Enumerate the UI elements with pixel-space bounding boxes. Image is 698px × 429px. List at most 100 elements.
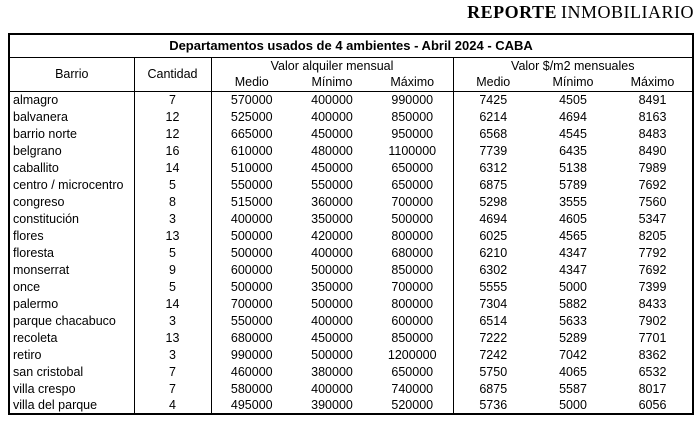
table-cell: 550000	[230, 177, 273, 192]
cell-barrio: belgrano	[9, 142, 135, 159]
cell-barrio: centro / microcentro	[9, 176, 135, 193]
table-cell: 800000	[372, 295, 454, 312]
table-cell: 7560	[638, 194, 667, 209]
cell-barrio: constitución	[9, 210, 135, 227]
table-cell: 700000	[372, 193, 454, 210]
table-cell: 570000	[230, 92, 273, 107]
table-cell: 7242	[479, 347, 508, 362]
table-cell: 5750	[479, 364, 508, 379]
table-cell: 850000	[372, 261, 454, 278]
table-cell: 6302	[479, 262, 508, 277]
table-row: centro / microcentro 5 550000 550000 650000 6…	[9, 176, 693, 193]
table-cell: 7425	[479, 92, 508, 107]
table-cell: 7902	[638, 313, 667, 328]
table-cell: 580000	[230, 381, 273, 396]
cell-barrio: recoleta	[9, 329, 135, 346]
table-row: palermo 14 700000 500000 800000 7304 5882 8433	[9, 295, 693, 312]
cell-barrio: villa crespo	[9, 380, 135, 397]
table-cell: 380000	[311, 364, 353, 379]
table-cell: 5298	[479, 194, 508, 209]
table-cell: 500000	[311, 296, 353, 311]
table-cell: 520000	[372, 397, 454, 414]
table-cell: 14	[134, 159, 212, 176]
table-cell: 420000	[311, 228, 353, 243]
table-row: monserrat 9 600000 500000 850000 6302 4347 7692	[9, 261, 693, 278]
table-cell: 5	[134, 176, 212, 193]
table-cell: 5347	[638, 211, 667, 226]
table-cell: 4565	[559, 228, 587, 243]
table-cell: 665000	[230, 126, 273, 141]
col-header-m2-medio: Medio	[453, 74, 533, 92]
table-cell: 8483	[638, 126, 667, 141]
table-row: barrio norte 12 665000 450000 950000 6568 4545…	[9, 125, 693, 142]
table-cell: 4694	[479, 211, 508, 226]
table-cell: 5736	[479, 398, 508, 412]
table-cell: 4605	[559, 211, 587, 226]
table-cell: 400000	[311, 245, 353, 260]
table-cell: 5138	[559, 160, 587, 175]
col-header-alquiler-maximo: Máximo	[372, 74, 454, 92]
table-cell: 5	[134, 278, 212, 295]
table-cell: 4	[134, 397, 212, 414]
table-cell: 800000	[372, 227, 454, 244]
table-cell: 400000	[311, 109, 353, 124]
cell-barrio: villa del parque	[9, 397, 135, 414]
table-cell: 600000	[230, 262, 273, 277]
table-cell: 510000	[230, 160, 273, 175]
table-cell: 700000	[230, 296, 273, 311]
table-cell: 5555	[479, 279, 508, 294]
table-cell: 7304	[479, 296, 508, 311]
table-cell: 450000	[311, 126, 353, 141]
table-cell: 8362	[638, 347, 667, 362]
cell-barrio: floresta	[9, 244, 135, 261]
table-cell: 7701	[638, 330, 667, 345]
table-cell: 400000	[311, 92, 353, 107]
table-cell: 700000	[372, 278, 454, 295]
table-cell: 16	[134, 142, 212, 159]
table-cell: 8433	[638, 296, 667, 311]
table-title: Departamentos usados de 4 ambientes - Ab…	[9, 34, 693, 58]
table-cell: 6025	[479, 228, 508, 243]
table-cell: 5	[134, 244, 212, 261]
table-cell: 7	[134, 91, 212, 108]
table-row: san cristobal 7 460000 380000 650000 5750 4065…	[9, 363, 693, 380]
table-cell: 5000	[559, 398, 587, 412]
table-cell: 500000	[230, 279, 273, 294]
table-cell: 500000	[230, 228, 273, 243]
table-cell: 6210	[479, 245, 508, 260]
table-cell: 7	[134, 380, 212, 397]
table-cell: 850000	[372, 329, 454, 346]
table-row: retiro 3 990000 500000 1200000 7242 7042 8362	[9, 346, 693, 363]
table-row: villa crespo 7 580000 400000 740000 6875 5587 8…	[9, 380, 693, 397]
table-body: almagro 7 570000 400000 990000 7425 4505 8491 ba…	[9, 91, 693, 414]
cell-barrio: once	[9, 278, 135, 295]
table-cell: 500000	[230, 245, 273, 260]
table-cell: 7692	[638, 262, 667, 277]
table-cell: 515000	[230, 194, 273, 209]
table-cell: 650000	[372, 159, 454, 176]
table-cell: 680000	[372, 244, 454, 261]
table-row: constitución 3 400000 350000 500000 4694 4605 5…	[9, 210, 693, 227]
table-cell: 3	[134, 210, 212, 227]
table-cell: 990000	[372, 91, 454, 108]
table-row: flores 13 500000 420000 800000 6025 4565 8205	[9, 227, 693, 244]
table-cell: 5882	[559, 296, 587, 311]
table-cell: 5587	[559, 381, 587, 396]
table-cell: 12	[134, 108, 212, 125]
table-cell: 3	[134, 346, 212, 363]
table-row: belgrano 16 610000 480000 1100000 7739 6435 849…	[9, 142, 693, 159]
table-cell: 6875	[479, 381, 508, 396]
table-cell: 6214	[479, 109, 508, 124]
cell-barrio: almagro	[9, 91, 135, 108]
brand-inmobiliario: INMOBILIARIO	[561, 2, 694, 22]
table-cell: 6312	[479, 160, 508, 175]
table-cell: 950000	[372, 125, 454, 142]
table-cell: 460000	[230, 364, 273, 379]
table-cell: 850000	[372, 108, 454, 125]
table-cell: 7	[134, 363, 212, 380]
cell-barrio: balvanera	[9, 108, 135, 125]
table-cell: 5789	[559, 177, 587, 192]
cell-barrio: san cristobal	[9, 363, 135, 380]
table-cell: 4694	[559, 109, 587, 124]
table-row: almagro 7 570000 400000 990000 7425 4505 8491	[9, 91, 693, 108]
